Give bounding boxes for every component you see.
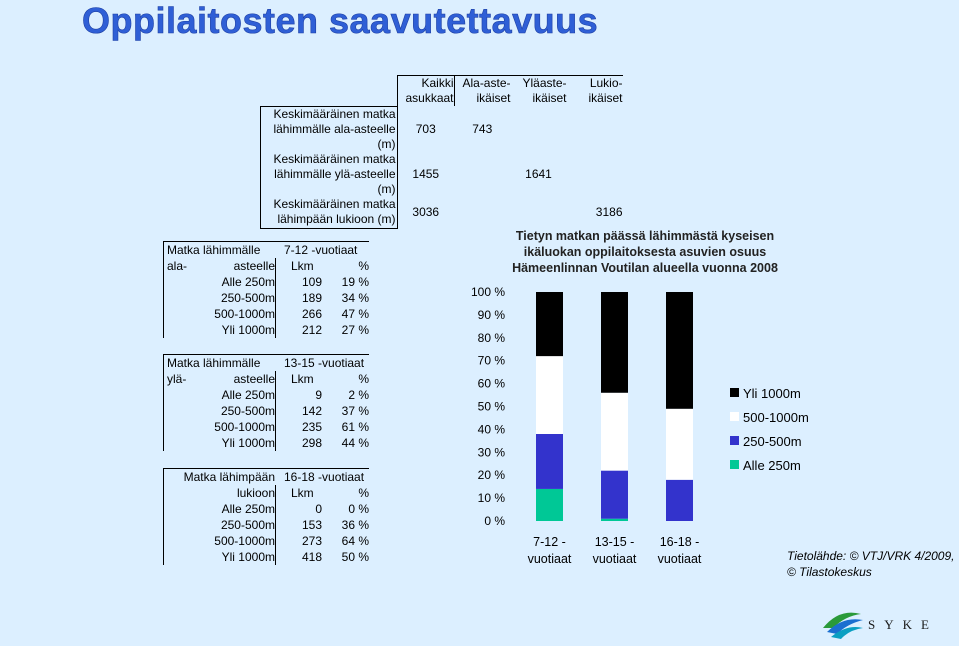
y-tick-label: 30 % xyxy=(478,445,506,459)
row-label: Keskimääräinen matka lähimpään lukioon (m… xyxy=(260,196,398,229)
legend-swatch xyxy=(730,388,739,397)
col-header-kaikki: Kaikki asukkaat xyxy=(396,75,455,106)
bar-segment-yli-1000m xyxy=(666,292,693,409)
cell-value: 3186 xyxy=(595,205,623,220)
syke-logo-icon xyxy=(823,612,863,639)
block-title-cont: lukioon xyxy=(163,485,276,501)
cell-value: 743 xyxy=(472,121,493,136)
cell-value: 1641 xyxy=(525,167,552,181)
x-tick-label: 16-18 - xyxy=(660,535,700,549)
list-item: 250-500m 189 34 % xyxy=(163,290,369,306)
legend-swatch xyxy=(730,460,739,469)
source-note: Tietolähde: © VTJ/VRK 4/2009, © Tilastok… xyxy=(787,549,955,579)
list-item: Alle 250m 0 0 % xyxy=(163,501,369,517)
x-tick-label: 13-15 - xyxy=(595,535,635,549)
list-item: 500-1000m 273 64 % xyxy=(163,533,369,549)
block-title-cont: asteelle xyxy=(163,371,276,387)
y-tick-label: 80 % xyxy=(478,331,506,345)
y-tick-label: 100 % xyxy=(471,285,505,299)
col-header-lukio: Lukio-ikäiset xyxy=(566,75,623,106)
bar-segment-250-500m xyxy=(601,470,628,519)
bar-segment-500-1000m xyxy=(601,392,628,471)
pct-header: % xyxy=(358,486,369,500)
x-tick-label: vuotiaat xyxy=(593,552,637,566)
cell-value: 1455 xyxy=(412,167,440,181)
age-group: 7-12 -vuotiaat xyxy=(284,243,358,257)
list-item: Alle 250m 109 19 % xyxy=(163,274,369,290)
logo-text: SYKE xyxy=(868,617,938,632)
y-tick-label: 50 % xyxy=(478,400,506,414)
x-tick-label: 7-12 - xyxy=(533,535,566,549)
x-tick-label: vuotiaat xyxy=(658,552,702,566)
y-tick-label: 60 % xyxy=(478,377,506,391)
cell-value: 703 xyxy=(415,121,436,136)
block-title: Matka lähimpään xyxy=(183,470,275,484)
y-tick-label: 90 % xyxy=(478,308,506,322)
legend-swatch xyxy=(730,412,739,421)
pct-header: % xyxy=(358,259,369,273)
stat-block-ylaaste: Matka lähimmälle ylä- 13-15 -vuotiaat as… xyxy=(163,354,369,451)
list-item: 250-500m 153 36 % xyxy=(163,517,369,533)
list-item: Alle 250m 9 2 % xyxy=(163,387,369,403)
bar-segment-500-1000m xyxy=(666,408,693,480)
y-tick-label: 0 % xyxy=(484,514,505,528)
chart-title: Tietyn matkan päässä lähimmästä kyseisen… xyxy=(512,229,778,275)
cell-value: 3036 xyxy=(412,205,440,220)
block-title: Matka lähimmälle ylä- xyxy=(167,356,261,386)
bar-segment-500-1000m xyxy=(536,356,563,434)
y-tick-label: 40 % xyxy=(478,422,506,436)
col-header-ala-aste: Ala-aste-ikäiset xyxy=(454,75,511,106)
x-tick-label: vuotiaat xyxy=(528,552,572,566)
bar-segment-alle-250m xyxy=(601,518,628,521)
list-item: Yli 1000m 418 50 % xyxy=(163,549,369,565)
lkm-header: Lkm xyxy=(291,486,314,500)
y-tick-label: 70 % xyxy=(478,354,506,368)
block-title-cont: asteelle xyxy=(163,258,276,274)
age-group: 16-18 -vuotiaat xyxy=(284,470,365,484)
list-item: 500-1000m 235 61 % xyxy=(163,419,369,435)
lkm-header: Lkm xyxy=(291,259,314,273)
table-row: Keskimääräinen matka lähimmälle ylä-astee… xyxy=(260,151,623,197)
bar-segment-yli-1000m xyxy=(536,292,563,357)
legend-swatch xyxy=(730,436,739,445)
list-item: 250-500m 142 37 % xyxy=(163,403,369,419)
bar-segment-250-500m xyxy=(536,433,563,489)
table-row: Keskimääräinen matka lähimmälle ala-astee… xyxy=(260,105,623,152)
pct-header: % xyxy=(358,372,369,386)
row-label: Keskimääräinen matka lähimmälle ylä-astee… xyxy=(260,151,398,197)
bar-segment-yli-1000m xyxy=(601,292,628,393)
stat-block-lukio: Matka lähimpään 16-18 -vuotiaat lukioon … xyxy=(163,468,369,565)
bar-segment-alle-250m xyxy=(536,488,563,521)
y-tick-label: 10 % xyxy=(478,491,506,505)
age-group: 13-15 -vuotiaat xyxy=(284,356,365,370)
list-item: 500-1000m 266 47 % xyxy=(163,306,369,322)
page-title: Oppilaitosten saavutettavuus xyxy=(82,0,599,41)
list-item: Yli 1000m 298 44 % xyxy=(163,435,369,451)
summary-table: Kaikki asukkaat Ala-aste-ikäiset Yläaste-… xyxy=(260,75,623,229)
row-label: Keskimääräinen matka lähimmälle ala-astee… xyxy=(260,105,398,152)
block-title: Matka lähimmälle ala- xyxy=(167,243,261,273)
table-row: Keskimääräinen matka lähimpään lukioon (m… xyxy=(260,196,623,229)
stat-block-ala-aste: Matka lähimmälle ala- 7-12 -vuotiaat ast… xyxy=(163,241,369,338)
list-item: Yli 1000m 212 27 % xyxy=(163,322,369,338)
bar-segment-250-500m xyxy=(666,479,693,521)
col-header-ylaaste: Yläaste-ikäiset xyxy=(510,75,567,106)
lkm-header: Lkm xyxy=(291,372,314,386)
y-tick-label: 20 % xyxy=(478,468,506,482)
